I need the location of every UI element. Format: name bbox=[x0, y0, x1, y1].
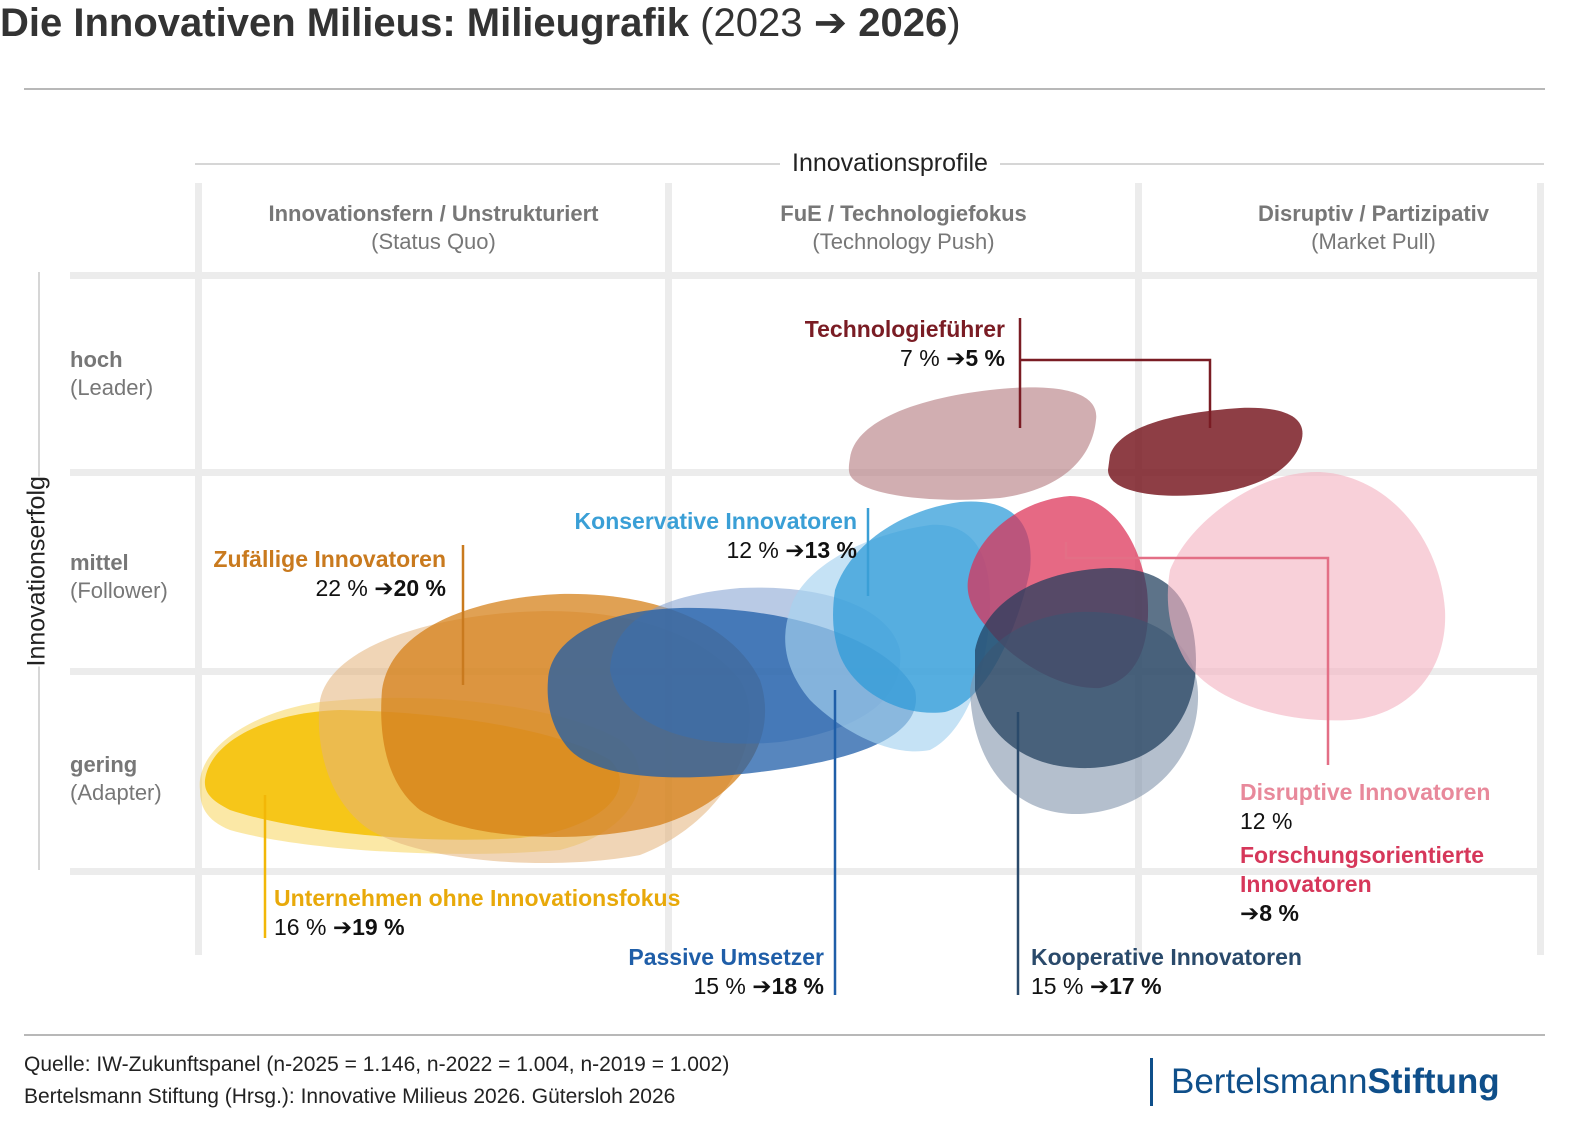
chart-title: Die Innovativen Milieus: Milieugrafik (2… bbox=[0, 0, 1583, 46]
x-axis-title: Innovationsprofile bbox=[780, 149, 1000, 178]
column-header-1: Innovationsfern / Unstrukturiert (Status… bbox=[202, 200, 665, 256]
grid-row-line-4 bbox=[70, 868, 1544, 875]
source-line-1: Quelle: IW-Zukunftspanel (n-2025 = 1.146… bbox=[24, 1053, 730, 1076]
title-year-old: (2023 bbox=[700, 1, 803, 45]
label-ohne-pct: 16 % ➔19 % bbox=[274, 914, 405, 940]
label-kooperative-pct: 15 % ➔17 % bbox=[1031, 973, 1162, 999]
label-passive-name: Passive Umsetzer bbox=[628, 944, 824, 970]
label-konservative: Konservative Innovatoren 12 % ➔13 % bbox=[575, 507, 857, 565]
label-zufaellige-name: Zufällige Innovatoren bbox=[213, 546, 446, 572]
label-technologiefuehrer-pct: 7 % ➔5 % bbox=[900, 345, 1005, 371]
grid-row-line-1 bbox=[70, 272, 1544, 279]
pct-2023: 16 % bbox=[274, 914, 327, 940]
pct-2023: 12 % bbox=[726, 537, 779, 563]
leader-technologiefuehrer-b bbox=[1020, 358, 1212, 428]
row-header-hoch-label: hoch bbox=[70, 347, 123, 372]
row-header-gering: gering (Adapter) bbox=[70, 751, 162, 807]
row-header-mittel-sub: (Follower) bbox=[70, 578, 168, 603]
footer-divider bbox=[24, 1034, 1545, 1036]
label-konservative-pct: 12 % ➔13 % bbox=[726, 537, 857, 563]
label-kooperative: Kooperative Innovatoren 15 % ➔17 % bbox=[1031, 943, 1302, 1001]
label-disruptive-name: Disruptive Innovatoren bbox=[1240, 779, 1491, 805]
label-passive: Passive Umsetzer 15 % ➔18 % bbox=[628, 943, 824, 1001]
column-header-1-label: Innovationsfern / Unstrukturiert bbox=[268, 201, 599, 226]
label-disruptive: Disruptive Innovatoren 12 % bbox=[1240, 778, 1490, 836]
label-forschung: Forschungsorientierte Innovatoren ➔8 % bbox=[1240, 841, 1484, 928]
column-header-3-label: Disruptiv / Partizipativ bbox=[1257, 201, 1490, 226]
pct-2026: 17 % bbox=[1109, 973, 1162, 999]
label-forschung-name-2: Innovatoren bbox=[1240, 871, 1372, 897]
label-konservative-name: Konservative Innovatoren bbox=[574, 508, 857, 534]
pct-2026: 19 % bbox=[352, 914, 405, 940]
label-zufaellige: Zufällige Innovatoren 22 % ➔20 % bbox=[213, 545, 446, 603]
leader-disruptive-forschung bbox=[1064, 542, 1330, 765]
pct-2026: 18 % bbox=[771, 973, 824, 999]
logo-text-stiftung: Stiftung bbox=[1367, 1062, 1500, 1101]
column-header-3: Disruptiv / Partizipativ (Market Pull) bbox=[1142, 200, 1583, 256]
row-header-gering-label: gering bbox=[70, 752, 138, 777]
row-header-mittel-label: mittel bbox=[70, 550, 129, 575]
leader-lines bbox=[263, 318, 1330, 995]
grid-col-line-2 bbox=[665, 183, 672, 955]
label-passive-pct: 15 % ➔18 % bbox=[693, 973, 824, 999]
label-zufaellige-pct: 22 % ➔20 % bbox=[315, 575, 446, 601]
label-ohne-name: Unternehmen ohne Innovationsfokus bbox=[274, 885, 681, 911]
shape-kooperative-2026 bbox=[975, 568, 1196, 769]
title-arrow: ➔ bbox=[813, 1, 848, 45]
pct-2023: 22 % bbox=[315, 575, 368, 601]
bertelsmann-logo: Bertelsmann Stiftung bbox=[1150, 1058, 1500, 1106]
grid-row-line-2 bbox=[70, 469, 1544, 476]
logo-text-bertelsmann: Bertelsmann bbox=[1171, 1062, 1368, 1101]
label-forschung-name-1: Forschungsorientierte bbox=[1240, 842, 1485, 868]
source-line-2: Bertelsmann Stiftung (Hrsg.): Innovative… bbox=[24, 1085, 676, 1108]
title-paren: (2023 ➔ bbox=[700, 1, 858, 45]
title-year-new: 2026 bbox=[858, 1, 948, 45]
source-note: Quelle: IW-Zukunftspanel (n-2025 = 1.146… bbox=[24, 1049, 729, 1113]
pct-2026: 13 % bbox=[804, 537, 857, 563]
pct-2026: 8 % bbox=[1259, 900, 1299, 926]
label-kooperative-name: Kooperative Innovatoren bbox=[1031, 944, 1302, 970]
row-header-gering-sub: (Adapter) bbox=[70, 780, 162, 805]
label-disruptive-pct: 12 % bbox=[1240, 808, 1293, 834]
label-technologiefuehrer: Technologieführer 7 % ➔5 % bbox=[805, 315, 1005, 373]
y-axis-title: Innovationserfolg bbox=[22, 476, 52, 667]
label-technologiefuehrer-name: Technologieführer bbox=[804, 316, 1005, 342]
row-header-hoch-sub: (Leader) bbox=[70, 375, 154, 400]
shape-technologiefuehrer-2023 bbox=[848, 387, 1097, 500]
column-header-2-sub: (Technology Push) bbox=[812, 229, 995, 254]
grid-col-line-4 bbox=[1537, 183, 1544, 955]
title-main: Die Innovativen Milieus: Milieugrafik bbox=[0, 1, 690, 45]
column-header-2-label: FuE / Technologiefokus bbox=[780, 201, 1027, 226]
grid-col-line-1 bbox=[195, 183, 202, 955]
title-paren-close: ) bbox=[947, 1, 961, 45]
pct-2023: 7 % bbox=[900, 345, 940, 371]
pct-2023: 15 % bbox=[1031, 973, 1084, 999]
column-header-3-sub: (Market Pull) bbox=[1311, 229, 1436, 254]
title-divider bbox=[24, 88, 1545, 90]
label-ohne: Unternehmen ohne Innovationsfokus 16 % ➔… bbox=[274, 884, 680, 942]
shape-disruptive bbox=[1167, 471, 1446, 721]
pct-2026: 5 % bbox=[965, 345, 1005, 371]
logo-bar bbox=[1150, 1058, 1153, 1106]
label-forschung-pct: ➔8 % bbox=[1240, 900, 1299, 926]
row-header-mittel: mittel (Follower) bbox=[70, 549, 168, 605]
column-header-2: FuE / Technologiefokus (Technology Push) bbox=[672, 200, 1135, 256]
pct-2023: 15 % bbox=[693, 973, 746, 999]
shape-technologiefuehrer-2026 bbox=[1108, 407, 1303, 496]
column-header-1-sub: (Status Quo) bbox=[371, 229, 496, 254]
row-header-hoch: hoch (Leader) bbox=[70, 346, 153, 402]
pct-2026: 20 % bbox=[393, 575, 446, 601]
